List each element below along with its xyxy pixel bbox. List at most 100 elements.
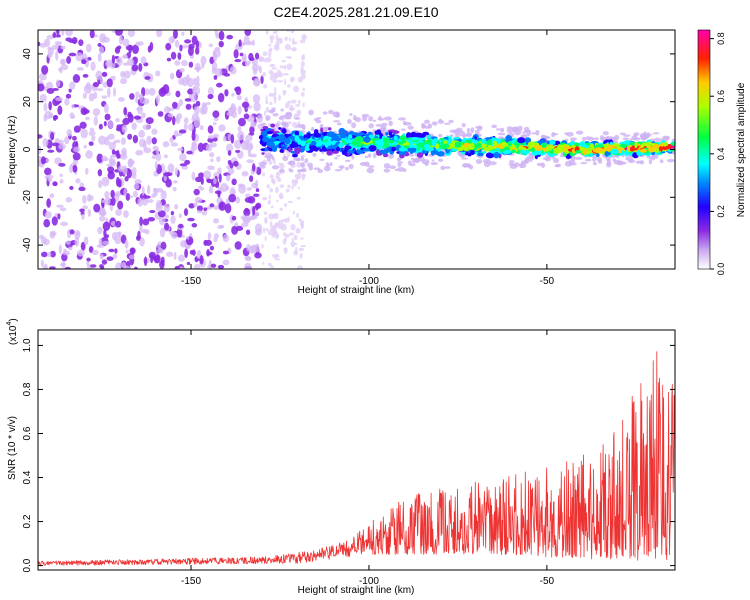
spectrogram-blob: [120, 137, 126, 145]
spectrogram-blob: [287, 184, 291, 189]
spectrogram-blob: [214, 67, 223, 77]
spectrogram-blob: [44, 158, 50, 163]
spectrogram-blob: [361, 115, 368, 122]
spectrogram-blob: [275, 224, 279, 228]
spectrogram-blob: [583, 145, 590, 149]
spectrogram-blob: [440, 165, 446, 170]
spectrogram-blob: [139, 216, 143, 226]
spectrogram-blob: [272, 78, 278, 83]
spectrogram-blob: [173, 130, 179, 138]
spectrogram-blob: [284, 102, 290, 109]
spectrogram-blob: [286, 84, 291, 88]
spectrogram-blob: [80, 107, 88, 116]
spectrogram-blob: [421, 123, 426, 128]
spectrogram-blob: [59, 59, 65, 65]
spectrogram-blob: [298, 247, 305, 251]
spectrogram-blob: [134, 179, 142, 185]
y-tick-label: 1.0: [22, 338, 33, 352]
spectrogram-blob: [400, 128, 406, 131]
spectrogram-blob: [149, 41, 154, 51]
spectrogram-blob: [140, 112, 146, 119]
spectrogram-blob: [252, 94, 261, 104]
spectrogram-blob: [170, 215, 176, 224]
spectrogram-blob: [624, 149, 629, 157]
spectrogram-blob: [269, 154, 273, 158]
spectrogram-blob: [163, 154, 168, 159]
spectrogram-blob: [55, 97, 63, 102]
spectrogram-blob: [209, 142, 217, 148]
spectrogram-blob: [252, 205, 256, 216]
spectrogram-blob: [167, 107, 175, 112]
spectrogram-blob: [46, 35, 54, 40]
spectrogram-blob: [265, 114, 271, 121]
spectrogram-blob: [253, 101, 261, 112]
spectrogram-blob: [47, 178, 53, 182]
spectrogram-blob: [132, 190, 138, 198]
spectrogram-blob: [170, 231, 178, 240]
spectrogram-blob: [272, 112, 279, 117]
spectrogram-blob: [345, 140, 353, 144]
spectrogram-blob: [300, 154, 306, 158]
spectrogram-blob: [271, 67, 278, 70]
spectrogram-blob: [44, 167, 52, 176]
spectrogram-blob: [191, 35, 198, 45]
y-tick-label: 0.2: [22, 514, 33, 528]
colorbar-label: Normalized spectral amplitude: [736, 82, 747, 217]
spectrogram-blob: [115, 208, 122, 216]
spectrogram-blob: [85, 167, 89, 175]
spectrogram-blob: [288, 37, 292, 42]
spectrogram-blob: [63, 248, 67, 253]
spectrogram-blob: [397, 163, 402, 167]
spectrogram-blob: [283, 122, 289, 128]
spectrogram-blob: [167, 113, 174, 118]
spectrogram-blob: [83, 84, 92, 94]
spectrogram-blob: [268, 51, 272, 58]
spectrogram-blob: [38, 134, 43, 139]
spectrogram-blob: [186, 261, 191, 266]
spectrogram-blob: [436, 151, 445, 157]
spectrogram-blob: [191, 141, 197, 147]
spectrogram-blob: [120, 70, 126, 78]
spectrogram-blob: [271, 165, 280, 170]
spectrogram-blob: [603, 147, 612, 152]
colorbar-tick-label: 0.4: [716, 148, 726, 161]
spectrogram-blob: [65, 197, 73, 203]
spectrogram-blob: [451, 148, 458, 152]
spectrogram-blob: [352, 140, 357, 146]
spectrogram-blob: [438, 133, 443, 138]
spectrogram-blob: [293, 234, 298, 241]
spectrogram-blob: [249, 126, 255, 134]
spectrogram-blob: [274, 122, 280, 128]
spectrogram-blob: [99, 33, 107, 43]
spectrogram-blob: [260, 74, 266, 77]
spectrogram-blob: [203, 170, 212, 180]
spectrogram-blob: [368, 116, 374, 122]
spectrogram-blob: [38, 146, 41, 150]
y-tick-label: -40: [22, 237, 33, 252]
spectrogram-blob: [146, 135, 152, 145]
spectrogram-blob: [73, 125, 81, 133]
spectrogram-blob: [157, 247, 164, 254]
spectrogram-blob: [166, 57, 172, 62]
snr-panel: -150 -100 -50 0.0 0.2 0.4 0.6 0.8 1.0 Height of…: [6, 318, 676, 596]
spectrogram-blob: [212, 110, 220, 119]
spectrogram-blob: [488, 161, 497, 166]
spectrogram-blob: [264, 147, 269, 152]
spectrogram-blob: [284, 202, 288, 208]
spectrogram-blob: [98, 135, 106, 145]
spectrogram-blob: [170, 51, 177, 60]
spectrogram-blob: [365, 133, 369, 138]
spectrogram-blob: [243, 215, 251, 225]
spectrogram-blob: [491, 124, 498, 129]
spectrogram-blob: [475, 142, 482, 149]
spectrogram-blob: [284, 217, 288, 224]
spectrogram-blob: [111, 149, 116, 156]
spectrogram-blob: [186, 236, 190, 240]
spectrogram-blob: [298, 99, 301, 105]
spectrogram-blob: [184, 39, 192, 44]
spectrogram-blob: [213, 117, 219, 122]
spectrogram-blob: [554, 140, 561, 146]
spectrogram-blob: [139, 224, 143, 234]
spectrogram-blob: [86, 261, 90, 266]
spectrogram-blob: [270, 38, 273, 44]
